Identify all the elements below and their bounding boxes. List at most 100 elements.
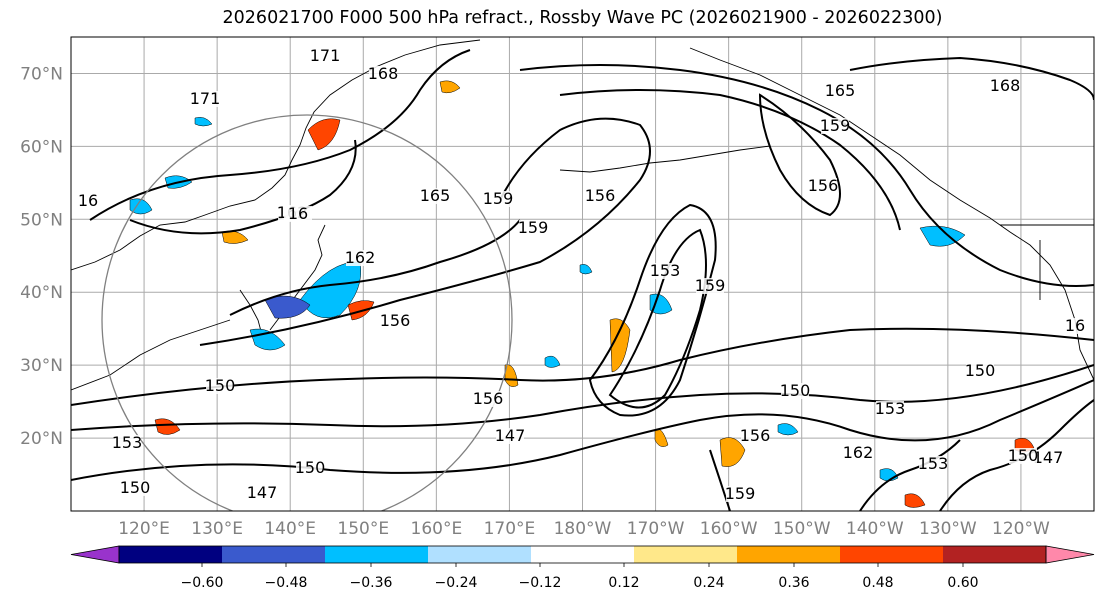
longitude-label: 180°W [554, 519, 612, 539]
contour-label: 153 [650, 261, 681, 280]
colorbar-tick-label: 0.24 [693, 575, 724, 591]
contour-label: 150 [120, 478, 151, 497]
contour-line [588, 203, 717, 417]
contour-label: 150 [965, 361, 996, 380]
anomaly-negative [579, 264, 593, 275]
latitude-labels: 70°N 60°N 50°N 40°N 30°N 20°N [20, 64, 63, 449]
longitude-label: 160°W [700, 519, 758, 539]
contour-label: 159 [695, 276, 726, 295]
anomaly-positive [154, 418, 181, 435]
contour-label: 147 [247, 483, 278, 502]
chart-title: 2026021700 F000 500 hPa refract., Rossby… [222, 8, 943, 28]
colorbar-segment [737, 546, 841, 563]
contour-label: 150 [295, 458, 326, 477]
contour-label: 153 [918, 454, 949, 473]
colorbar-tick-label: 0.60 [947, 575, 978, 591]
coastline-alaska [689, 47, 1094, 381]
contour-line [71, 327, 1094, 406]
colorbar-segment [840, 546, 944, 563]
anomaly-negative [264, 295, 311, 319]
latitude-label: 30°N [20, 356, 63, 376]
contour-line [709, 449, 731, 511]
contour-label: 16 [288, 204, 308, 223]
anomaly-negative [299, 261, 362, 319]
longitude-label: 150°W [773, 519, 831, 539]
colorbar-segment [531, 546, 635, 563]
contour-label: 159 [483, 189, 514, 208]
contour-label: 156 [808, 176, 839, 195]
contour-label: 153 [112, 433, 143, 452]
colorbar-tick-label: −0.48 [265, 575, 308, 591]
contour-label: 162 [843, 443, 874, 462]
longitude-label: 130°W [919, 519, 977, 539]
colorbar-tick-label: −0.36 [350, 575, 393, 591]
contour-label: 156 [585, 186, 616, 205]
colorbar-extend-low [70, 545, 120, 564]
contour-labels: 1711681711651591561681621621591591561531… [74, 46, 1089, 503]
contour-label: 171 [190, 89, 221, 108]
contour-label: 156 [473, 389, 504, 408]
colorbar-segment [119, 546, 223, 563]
colorbar-tick-label: −0.24 [435, 575, 478, 591]
contour-label: 150 [205, 376, 236, 395]
contour-label: 159 [518, 218, 549, 237]
longitude-label: 150°E [337, 519, 389, 539]
colorbar-segment [634, 546, 738, 563]
contour-label: 16 [78, 191, 98, 210]
contour-label: 150 [780, 381, 811, 400]
rossby-wave-circle [101, 114, 513, 511]
contour-line [229, 219, 521, 316]
contour-label: 165 [825, 81, 856, 100]
coastline-china [71, 319, 231, 391]
longitude-label: 160°E [411, 519, 463, 539]
longitude-label: 120°E [118, 519, 170, 539]
anomaly-positive [609, 318, 631, 373]
anomaly-negative [194, 117, 213, 127]
colorbar-tick-label: 0.36 [778, 575, 809, 591]
contour-line [519, 64, 1094, 287]
longitude-label: 170°W [627, 519, 685, 539]
colorbar: −0.60 −0.48 −0.36 −0.24 −0.12 0.12 0.24 0.36 0.4… [70, 545, 1095, 591]
anomaly-negative [544, 355, 561, 368]
contour-label: 16 [1065, 316, 1085, 335]
contour-label: 156 [380, 311, 411, 330]
longitude-label: 140°E [264, 519, 316, 539]
contour-line [849, 56, 1094, 101]
coastline-aleutians [559, 145, 771, 173]
contour-label: 165 [420, 186, 451, 205]
contour-line [608, 228, 707, 409]
latitude-label: 50°N [20, 210, 63, 230]
colorbar-segment [222, 546, 326, 563]
colorbar-segment [943, 546, 1047, 563]
contour-label: 150 [1008, 446, 1039, 465]
contour-label: 156 [740, 426, 771, 445]
colorbar-tick-label: −0.12 [519, 575, 562, 591]
colorbar-segment [428, 546, 532, 563]
contour-line [859, 439, 961, 511]
contour-line [758, 93, 841, 217]
anomaly-positive [904, 493, 926, 508]
colorbar-extend-high [1045, 545, 1095, 564]
colorbar-tick-label: 0.12 [608, 575, 639, 591]
coastline-korea [239, 289, 263, 336]
contour-label: 162 [345, 248, 376, 267]
contour-label: 159 [725, 484, 756, 503]
contour-line [559, 89, 901, 231]
anomaly-positive [307, 118, 341, 151]
map-frame [70, 36, 1095, 512]
contour-label: 168 [368, 64, 399, 83]
longitude-label: 140°W [846, 519, 904, 539]
longitude-label: 170°E [484, 519, 536, 539]
contour-line [89, 49, 471, 221]
anomaly-positive [504, 364, 519, 387]
latitude-label: 20°N [20, 429, 63, 449]
contour-label: 168 [990, 76, 1021, 95]
contour-line [199, 117, 651, 346]
colorbar-tick-label: 0.48 [862, 575, 893, 591]
latitude-label: 70°N [20, 64, 63, 84]
colorbar-segment [325, 546, 429, 563]
longitude-label: 130°E [191, 519, 243, 539]
shaded-anomalies [129, 80, 1035, 508]
anomaly-positive [439, 80, 461, 94]
